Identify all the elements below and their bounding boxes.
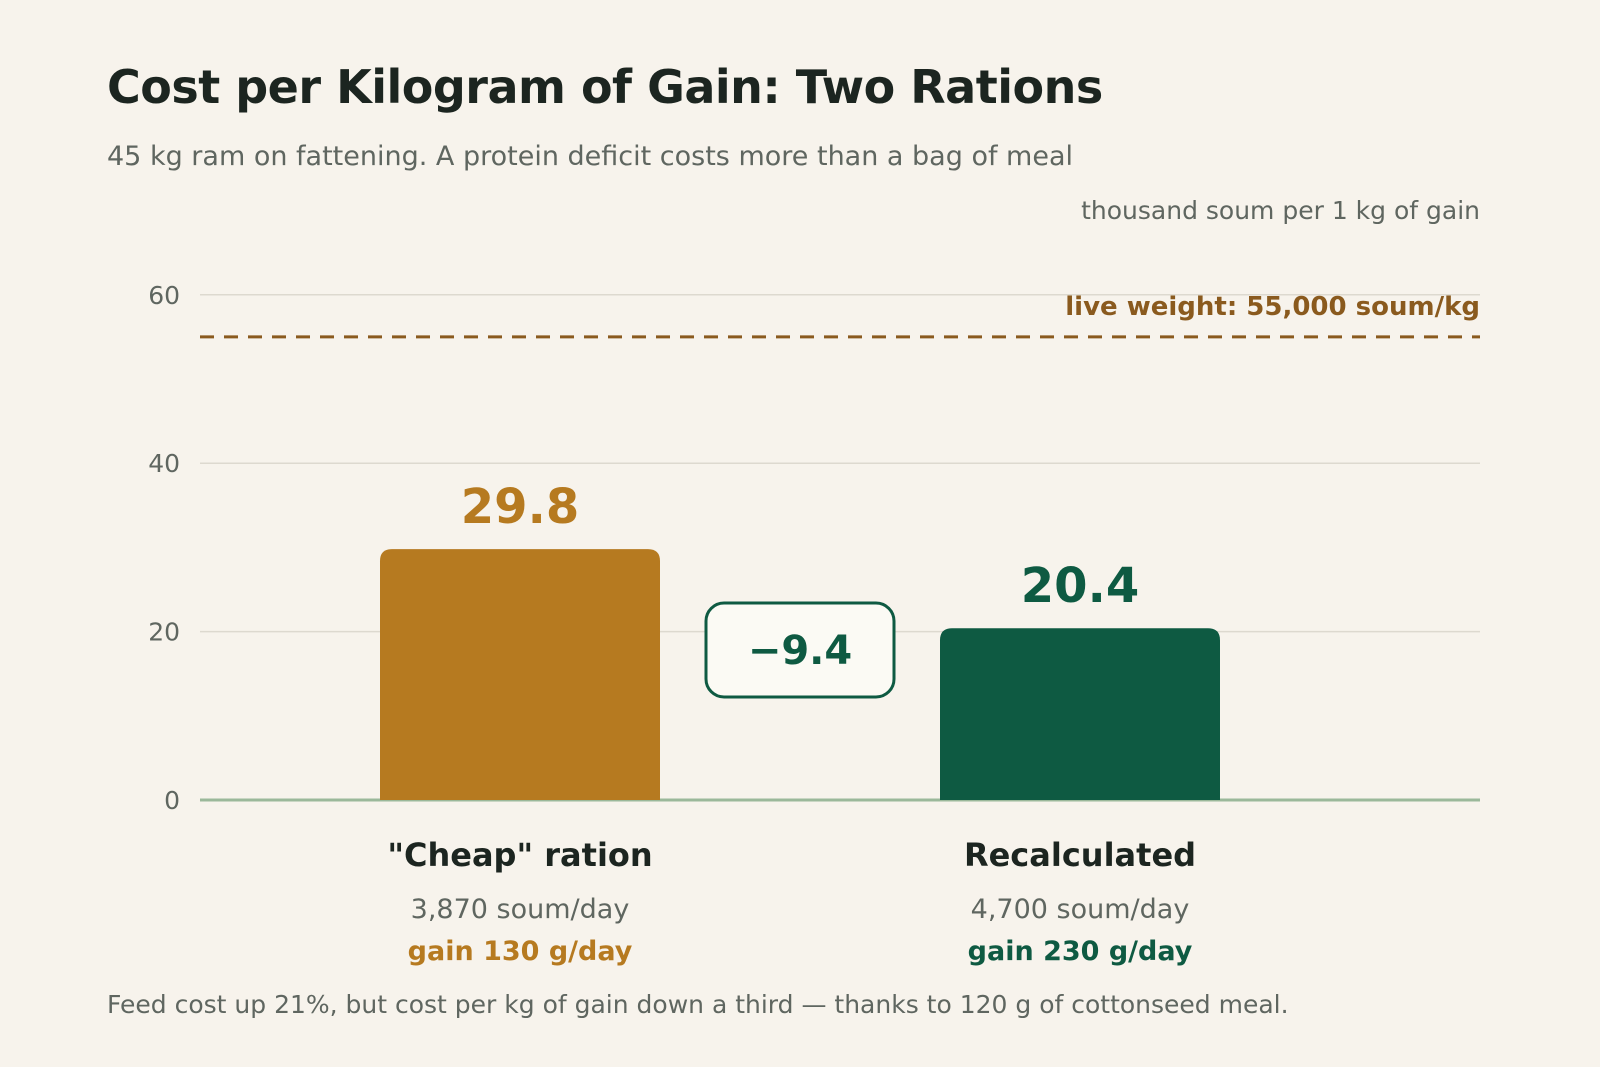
- x-category-label: "Cheap" ration: [387, 836, 652, 874]
- bar-value-label: 29.8: [461, 479, 579, 535]
- daily-cost-label: 4,700 soum/day: [971, 894, 1190, 925]
- difference-badge: [704, 601, 896, 699]
- daily-gain-label: gain 230 g/day: [968, 936, 1193, 967]
- daily-gain-label: gain 130 g/day: [408, 936, 633, 967]
- unit-label: thousand soum per 1 kg of gain: [1081, 196, 1480, 225]
- chart-title: Cost per Kilogram of Gain: Two Rations: [107, 60, 1103, 114]
- bar: [380, 549, 660, 800]
- y-tick-label: 40: [148, 449, 180, 478]
- reference-layer: live weight: 55,000 soum/kg: [200, 292, 1480, 339]
- bar-value-label: 20.4: [1021, 558, 1139, 614]
- difference-label: −9.4: [748, 628, 852, 674]
- labels-layer: 29.8 "Cheap" ration 3,870 soum/day gain 130…: [387, 479, 1196, 967]
- chart-subtitle: 45 kg ram on fattening. A protein defici…: [107, 141, 1074, 172]
- reference-line-label: live weight: 55,000 soum/kg: [1065, 292, 1480, 322]
- y-tick-label: 0: [164, 786, 180, 815]
- grid-layer: 0 20 40 60: [148, 281, 1480, 815]
- bars-layer: [380, 549, 1220, 800]
- footnote: Feed cost up 21%, but cost per kg of gai…: [107, 990, 1289, 1019]
- x-category-label: Recalculated: [964, 836, 1196, 874]
- daily-cost-label: 3,870 soum/day: [411, 894, 630, 925]
- y-tick-label: 60: [148, 281, 180, 310]
- y-tick-label: 20: [148, 618, 180, 647]
- bar: [940, 628, 1220, 800]
